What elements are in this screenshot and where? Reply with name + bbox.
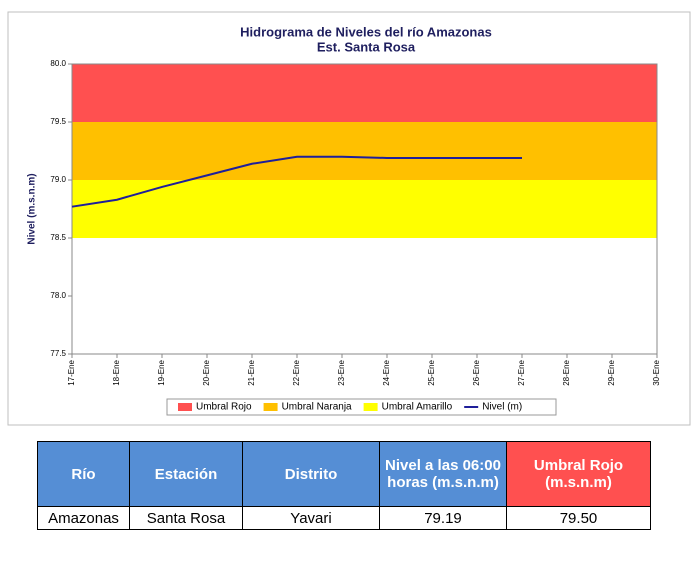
x-tick-label: 22-Ene [292, 359, 301, 385]
header-cell: Umbral Rojo (m.s.n.m) [506, 441, 651, 507]
cell: Yavari [242, 506, 380, 530]
x-tick-label: 25-Ene [427, 359, 436, 385]
data-table: Río Estación Distrito Nivel a las 06:00 … [37, 441, 651, 530]
cell: 79.19 [379, 506, 507, 530]
x-tick-label: 21-Ene [247, 359, 256, 385]
legend-label: Umbral Naranja [282, 402, 352, 413]
x-tick-label: 30-Ene [652, 359, 661, 385]
chart-subtitle: Est. Santa Rosa [317, 39, 416, 54]
plot-area [71, 63, 658, 355]
x-tick-label: 18-Ene [112, 359, 121, 385]
y-axis-label: Nivel (m.s.n.m) [27, 173, 38, 244]
legend-swatch [263, 403, 278, 411]
y-tick-label: 80.0 [50, 59, 66, 68]
table-header: Río Estación Distrito Nivel a las 06:00 … [37, 441, 651, 507]
legend-swatch [363, 403, 378, 411]
y-tick-label: 77.5 [50, 349, 66, 358]
chart: Hidrograma de Niveles del río Amazonas E… [7, 11, 691, 426]
y-tick-label: 78.5 [50, 233, 66, 242]
x-tick-label: 27-Ene [517, 359, 526, 385]
header-cell: Nivel a las 06:00 horas (m.s.n.m) [379, 441, 507, 507]
legend-label: Umbral Amarillo [382, 402, 453, 413]
x-tick-label: 29-Ene [607, 359, 616, 385]
y-tick-label: 79.5 [50, 117, 66, 126]
header-cell: Río [37, 441, 130, 507]
cell: Santa Rosa [129, 506, 243, 530]
y-tick-label: 79.0 [50, 175, 66, 184]
legend-label: Umbral Rojo [196, 402, 252, 413]
x-tick-label: 20-Ene [202, 359, 211, 385]
table-row: Amazonas Santa Rosa Yavari 79.19 79.50 [37, 506, 651, 530]
x-tick-label: 26-Ene [472, 359, 481, 385]
x-tick-label: 17-Ene [67, 359, 76, 385]
header-cell: Distrito [242, 441, 380, 507]
threshold-band [72, 180, 657, 238]
chart-title: Hidrograma de Niveles del río Amazonas [240, 24, 492, 39]
series-line [71, 155, 522, 208]
cell: 79.50 [506, 506, 651, 530]
x-tick-label: 28-Ene [562, 359, 571, 385]
header-cell: Estación [129, 441, 243, 507]
legend-label: Nivel (m) [482, 402, 522, 413]
y-tick-label: 78.0 [50, 291, 66, 300]
x-tick-label: 23-Ene [337, 359, 346, 385]
cell: Amazonas [37, 506, 130, 530]
threshold-band [72, 122, 657, 180]
x-tick-label: 24-Ene [382, 359, 391, 385]
x-tick-label: 19-Ene [157, 359, 166, 385]
threshold-band [72, 64, 657, 122]
legend-swatch [178, 403, 192, 411]
